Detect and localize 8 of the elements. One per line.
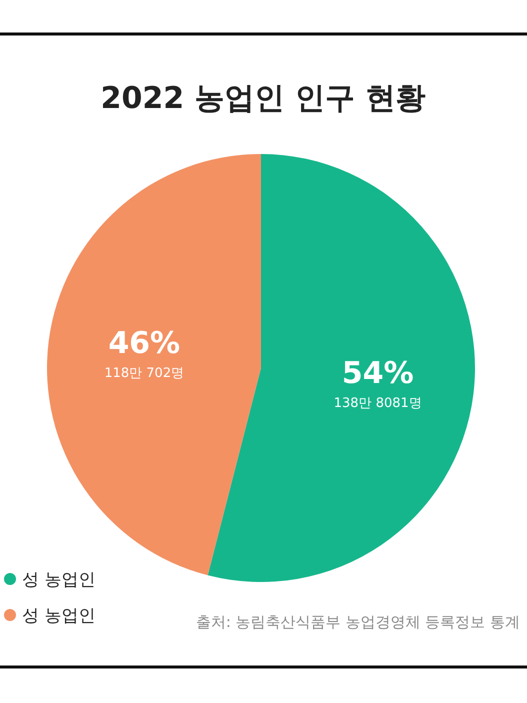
text: 118만 702명 <box>104 366 184 382</box>
source-note: 출처: 농림축산식품부 농업경영체 등록정보 통계 <box>196 613 520 631</box>
data-label: 46% <box>108 326 180 362</box>
chart-title: 2022 농업인 인구 현황 <box>100 81 426 116</box>
data-label: 54% <box>342 356 414 391</box>
legend-label: 성 농업인 <box>22 606 96 626</box>
legend-label: 성 농업인 <box>22 570 96 590</box>
text: 138만 8081명 <box>334 396 422 411</box>
